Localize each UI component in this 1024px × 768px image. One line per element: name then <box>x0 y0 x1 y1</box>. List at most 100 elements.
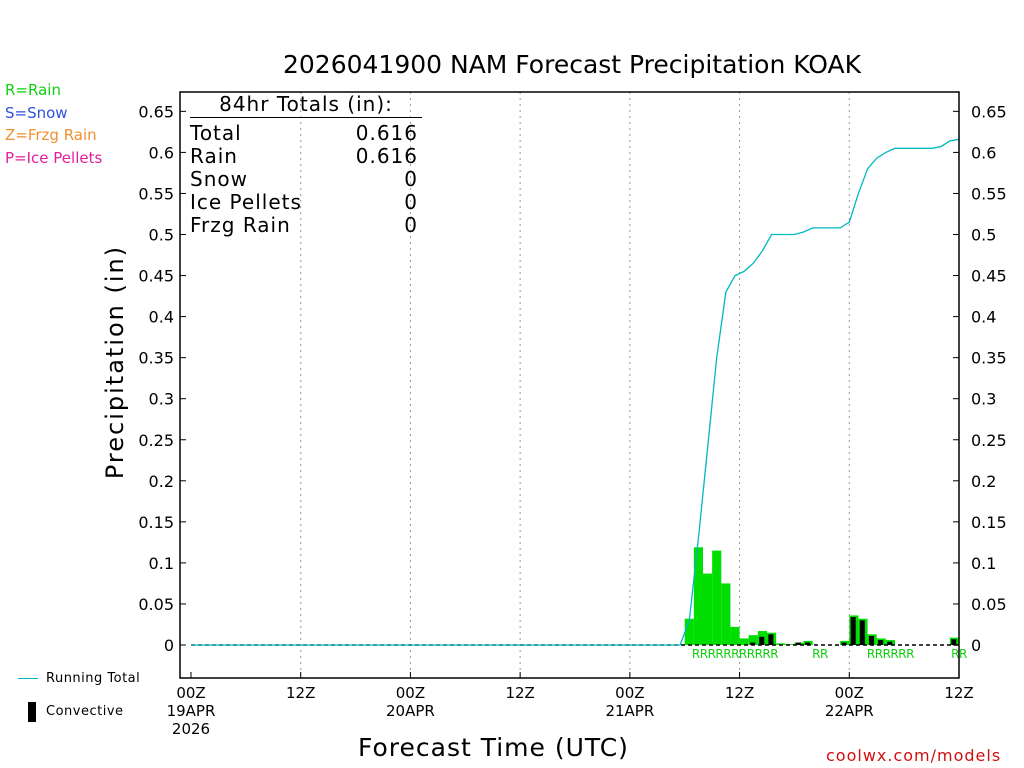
chart-title: 2026041900 NAM Forecast Precipitation KO… <box>282 50 862 79</box>
running-total-key: Running Total <box>18 668 140 687</box>
x-tick-label: 22APR <box>825 702 874 720</box>
y-tick-label-right: 0.6 <box>971 143 996 162</box>
precip-bar <box>776 643 786 645</box>
totals-row-label: Snow <box>190 167 248 191</box>
y-tick-label-left: 0.05 <box>138 595 174 614</box>
x-tick-label: 12Z <box>286 684 315 702</box>
precip-bar <box>730 626 740 645</box>
precip-type-label: RRRRRRRRRRR <box>692 647 778 661</box>
y-tick-label-left: 0.25 <box>138 431 174 450</box>
x-tick-label: 2026 <box>172 720 210 738</box>
y-tick-label-right: 0.3 <box>971 390 996 409</box>
y-tick-label-left: 0.35 <box>138 349 174 368</box>
totals-row-value: 0 <box>404 213 418 237</box>
convective-key: Convective <box>28 701 124 722</box>
convective-bar <box>850 617 856 645</box>
x-tick-label: 20APR <box>386 702 435 720</box>
totals-row-snow: Snow 0 <box>190 168 422 191</box>
convective-bar <box>750 642 756 645</box>
y-tick-label-left: 0.2 <box>149 472 174 491</box>
y-tick-label-left: 0 <box>164 636 174 655</box>
convective-swatch <box>28 701 36 722</box>
precip-bar <box>739 638 749 645</box>
y-tick-label-right: 0.4 <box>971 308 996 327</box>
running-total-swatch <box>18 678 38 679</box>
convective-bar <box>887 641 893 645</box>
totals-row-ice-pellets: Ice Pellets 0 <box>190 191 422 214</box>
legend-snow: S=Snow <box>5 104 68 122</box>
y-tick-label-left: 0.1 <box>149 554 174 573</box>
totals-panel: 84hr Totals (in): Total 0.616 Rain 0.616 S… <box>190 92 422 237</box>
totals-row-label: Rain <box>190 144 238 168</box>
x-tick-label: 12Z <box>725 684 754 702</box>
y-tick-label-right: 0.1 <box>971 554 996 573</box>
running-total-layer <box>191 138 960 646</box>
totals-row-total: Total 0.616 <box>190 122 422 145</box>
y-tick-label-right: 0.05 <box>971 595 1007 614</box>
legend-freezing-rain: Z=Frzg Rain <box>5 126 97 144</box>
axis-ticks: 0 00.05 0.050.1 0.10.15 0.150.2 0.20.25 0.250.… <box>138 102 1006 738</box>
x-tick-label: 00Z <box>396 684 425 702</box>
convective-bar <box>768 634 774 645</box>
y-tick-label-right: 0.65 <box>971 102 1007 121</box>
y-tick-label-left: 0.65 <box>138 102 174 121</box>
y-tick-label-left: 0.4 <box>149 308 174 327</box>
precip-bar <box>684 618 694 645</box>
y-tick-label-right: 0.35 <box>971 349 1007 368</box>
y-tick-label-right: 0.55 <box>971 184 1007 203</box>
precip-bar <box>693 547 703 645</box>
y-tick-label-left: 0.45 <box>138 267 174 286</box>
x-axis-label: Forecast Time (UTC) <box>358 733 629 762</box>
plot-frame <box>179 91 960 679</box>
y-tick-label-right: 0 <box>971 636 981 655</box>
y-tick-label-right: 0.25 <box>971 431 1007 450</box>
convective-bar <box>841 642 847 645</box>
legend-ice-pellets: P=Ice Pellets <box>5 149 103 167</box>
x-tick-label: 12Z <box>505 684 534 702</box>
precip-type-labels: RRRRRRRRRRR RR RRRRRR RR <box>692 647 968 661</box>
totals-row-label: Total <box>190 121 242 145</box>
x-tick-label: 12Z <box>944 684 973 702</box>
totals-row-value: 0.616 <box>355 121 418 145</box>
totals-row-value: 0 <box>404 190 418 214</box>
convective-key-label: Convective <box>46 704 124 719</box>
convective-bar <box>859 620 865 645</box>
convective-bar <box>878 640 884 645</box>
convective-bar <box>795 642 801 645</box>
y-tick-label-left: 0.6 <box>149 143 174 162</box>
running-total-key-label: Running Total <box>46 671 141 686</box>
precip-bar <box>703 573 713 645</box>
y-tick-label-left: 0.5 <box>149 226 174 245</box>
precip-bar <box>748 635 758 645</box>
precip-bar <box>721 583 731 645</box>
convective-bar <box>951 639 957 645</box>
y-tick-label-right: 0.15 <box>971 513 1007 532</box>
totals-row-label: Ice Pellets <box>190 190 302 214</box>
y-tick-label-right: 0.45 <box>971 267 1007 286</box>
y-tick-label-right: 0.5 <box>971 226 996 245</box>
y-tick-label-left: 0.55 <box>138 184 174 203</box>
x-tick-label: 00Z <box>176 684 205 702</box>
running-total-line <box>191 138 960 646</box>
y-tick-label-right: 0.2 <box>971 472 996 491</box>
precip-type-label: RRRRRR <box>867 647 914 661</box>
x-tick-label: 00Z <box>835 684 864 702</box>
x-tick-label: 00Z <box>615 684 644 702</box>
convective-bar <box>868 635 874 645</box>
totals-row-value: 0 <box>404 167 418 191</box>
legend-rain: R=Rain <box>5 81 61 99</box>
x-tick-label: 21APR <box>605 702 654 720</box>
grid-lines <box>300 92 850 678</box>
totals-title: 84hr Totals (in): <box>190 92 422 118</box>
totals-row-rain: Rain 0.616 <box>190 145 422 168</box>
precip-bars <box>684 547 959 645</box>
totals-row-frzg-rain: Frzg Rain 0 <box>190 214 422 237</box>
convective-bar <box>759 636 765 645</box>
totals-row-value: 0.616 <box>355 144 418 168</box>
x-tick-label: 19APR <box>167 702 216 720</box>
precip-type-label: RR <box>812 647 828 661</box>
site-credit: coolwx.com/models <box>826 746 1002 765</box>
convective-bar <box>804 642 810 645</box>
y-tick-label-left: 0.15 <box>138 513 174 532</box>
